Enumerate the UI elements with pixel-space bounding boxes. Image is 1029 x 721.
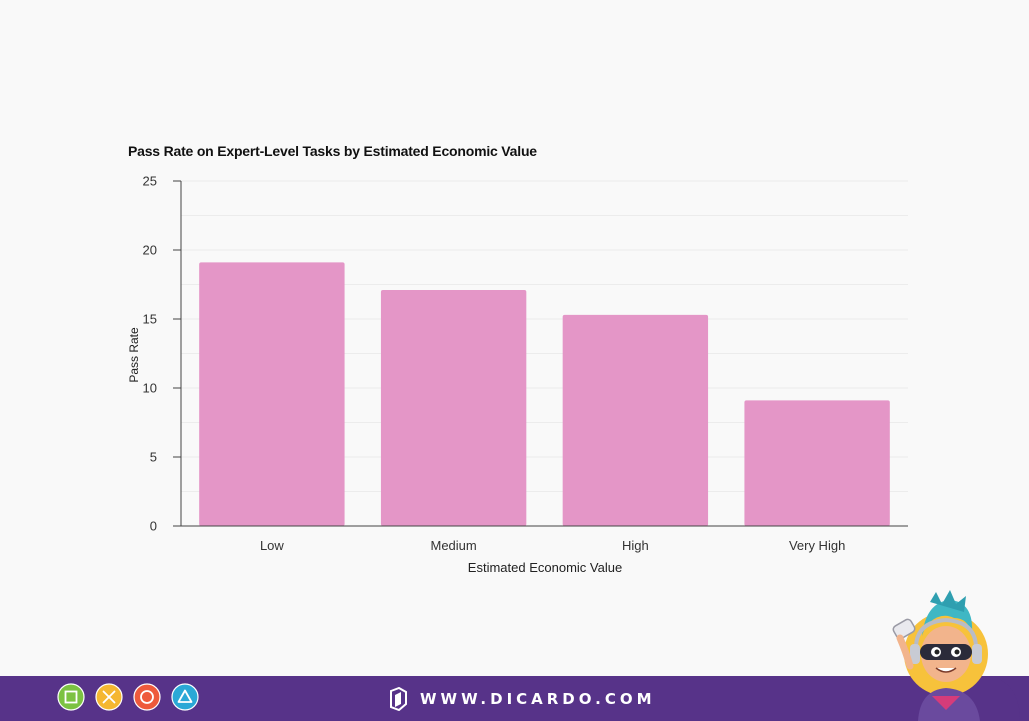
bar-medium (380, 290, 527, 526)
x-tick-label: Medium (431, 538, 477, 553)
brand: WWW.DICARDO.COM (388, 686, 656, 712)
chart-title: Pass Rate on Expert-Level Tasks by Estim… (128, 143, 537, 159)
y-axis-label: Pass Rate (127, 327, 141, 383)
x-axis-label: Estimated Economic Value (468, 560, 622, 575)
bar-very-high (744, 400, 890, 526)
brand-url: WWW.DICARDO.COM (420, 690, 656, 708)
tick-labels: Low Medium High Very High 0 5 10 15 20 25 (143, 174, 846, 554)
bars (199, 262, 890, 526)
x-tick-label: Low (260, 538, 284, 553)
y-tick-label: 15 (143, 312, 157, 327)
bar-low (199, 262, 345, 526)
y-tick-label: 10 (143, 381, 157, 396)
cross-icon (95, 683, 123, 711)
dicardo-logo-icon (390, 687, 407, 711)
y-tick-label: 20 (143, 243, 157, 258)
mascot-illustration (892, 590, 1020, 721)
square-icon (57, 683, 85, 711)
triangle-icon (171, 683, 199, 711)
bar-high (562, 314, 709, 526)
x-tick-label: Very High (789, 538, 845, 553)
axes (173, 180, 908, 527)
x-tick-label: High (622, 538, 649, 553)
y-tick-label: 0 (150, 519, 157, 534)
circle-icon (133, 683, 161, 711)
y-tick-label: 25 (143, 174, 157, 189)
y-tick-label: 5 (150, 450, 157, 465)
